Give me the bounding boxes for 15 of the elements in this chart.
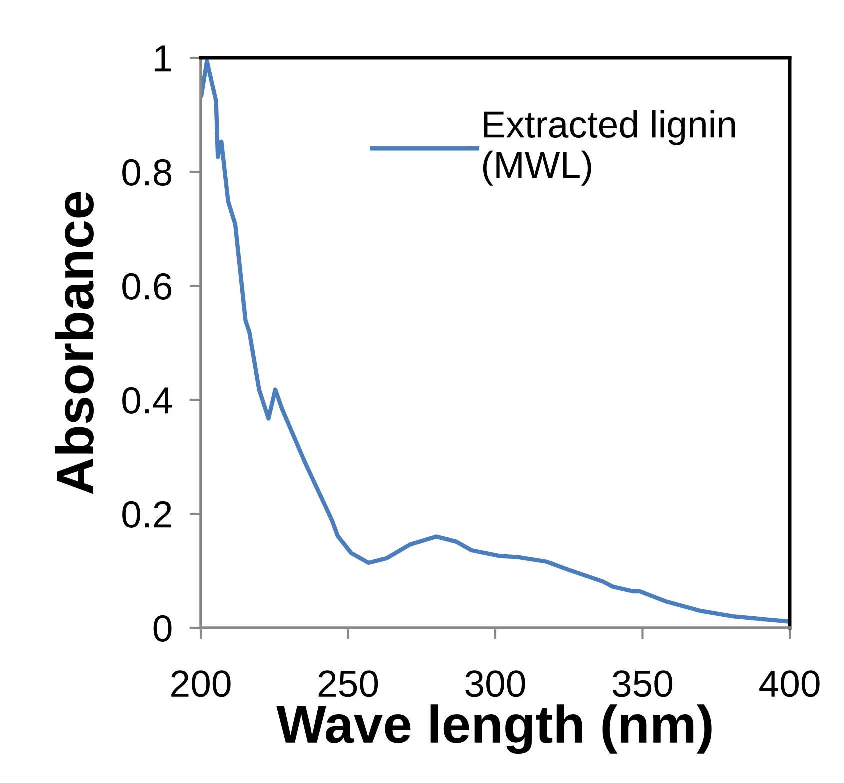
x-tick-label: 300 xyxy=(466,670,526,698)
x-tick-label: 400 xyxy=(760,670,820,698)
line-series xyxy=(201,59,790,624)
x-tick-label: 200 xyxy=(172,670,231,698)
y-tick-label: 0.6 xyxy=(122,273,172,300)
y-tick-label: 0 xyxy=(154,615,172,642)
y-axis-title: Absorbance xyxy=(55,192,94,494)
x-tick-label: 250 xyxy=(318,670,378,698)
x-axis-title: Wave length (nm) xyxy=(276,704,712,754)
y-tick-label: 0.2 xyxy=(122,501,172,528)
legend-label: Extracted lignin (MWL) xyxy=(483,110,736,186)
y-tick-label: 0.8 xyxy=(122,159,172,186)
y-tick-label: 0.4 xyxy=(122,387,172,414)
x-tick-label: 350 xyxy=(612,670,673,698)
y-tick-label: 1 xyxy=(155,46,172,72)
